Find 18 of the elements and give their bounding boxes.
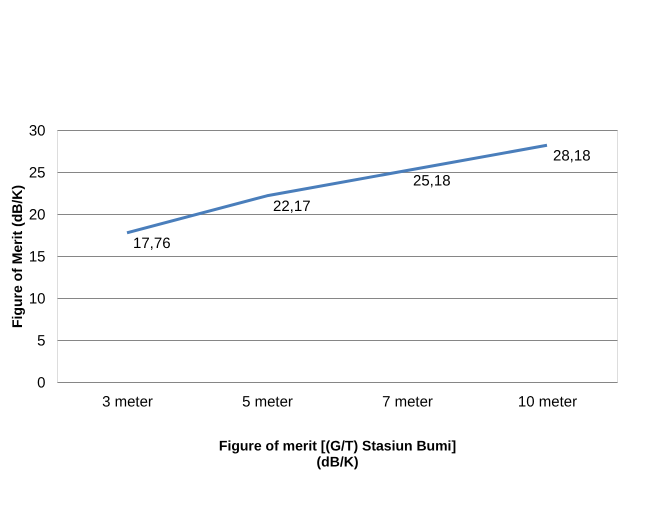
y-tick-label: 10 bbox=[28, 290, 46, 308]
y-tick-label: 20 bbox=[28, 206, 46, 224]
x-axis-title: Figure of merit [(G/T) Stasiun Bumi] (dB/K) bbox=[218, 438, 456, 470]
data-label: 28,18 bbox=[553, 147, 591, 164]
data-label: 25,18 bbox=[413, 172, 451, 190]
data-label: 22,17 bbox=[273, 198, 311, 215]
data-label: 17,76 bbox=[133, 234, 171, 252]
x-tick-label: 10 meter bbox=[518, 394, 578, 410]
y-tick-label: 30 bbox=[28, 122, 46, 140]
x-tick-label: 3 meter bbox=[102, 394, 153, 410]
x-tick-label: 5 meter bbox=[242, 394, 293, 410]
y-tick-label: 25 bbox=[28, 164, 46, 182]
y-tick-label: 5 bbox=[37, 332, 46, 350]
y-tick-label: 0 bbox=[37, 374, 46, 392]
line-series bbox=[126, 144, 548, 234]
y-axis-title: Figure of Merit (dB/K) bbox=[8, 184, 25, 328]
y-tick-label: 15 bbox=[28, 248, 46, 266]
x-tick-label: 7 meter bbox=[382, 394, 433, 410]
